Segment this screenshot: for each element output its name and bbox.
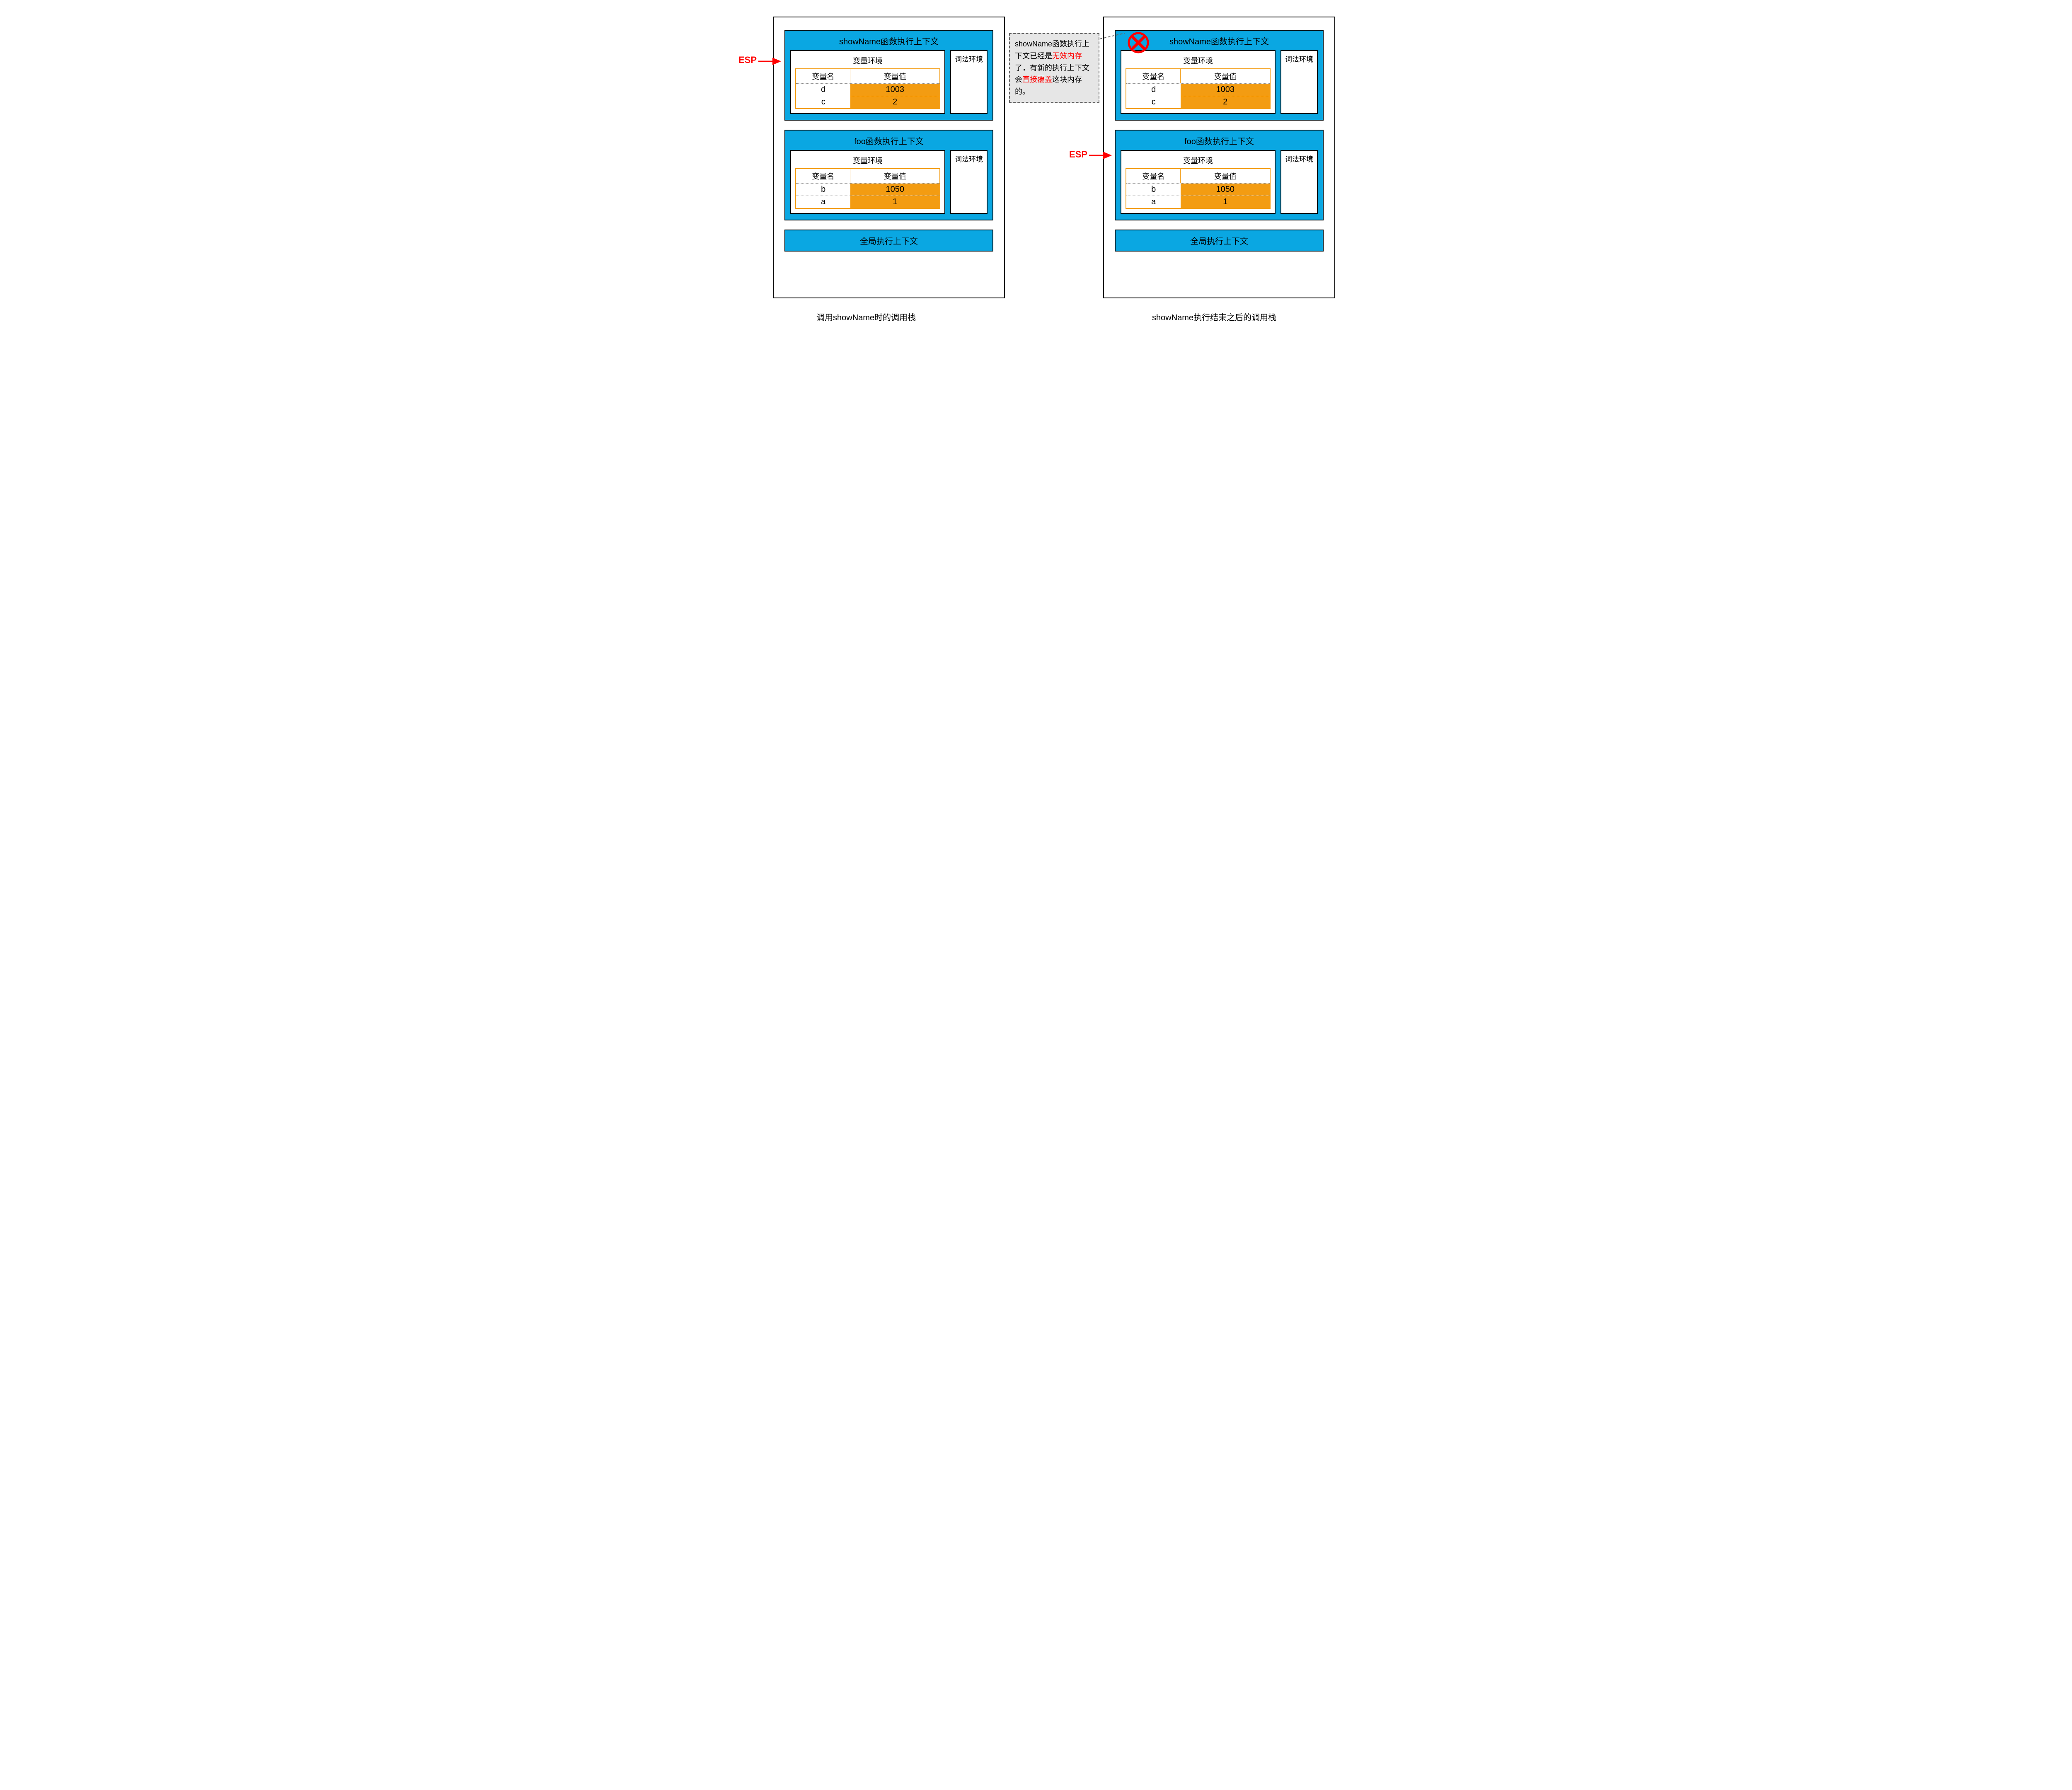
var-name-cell: c: [1126, 96, 1181, 108]
context-body: 变量环境 变量名 变量值 d 1003 c 2: [1121, 50, 1318, 114]
col-name: 变量名: [1126, 69, 1181, 83]
col-name: 变量名: [796, 69, 850, 83]
var-name-cell: d: [1126, 84, 1181, 96]
var-name-cell: b: [1126, 184, 1181, 196]
var-name-cell: a: [1126, 196, 1181, 208]
col-value: 变量值: [1181, 169, 1270, 183]
tooltip-seg4: 直接覆盖: [1022, 75, 1052, 84]
var-value-cell: 2: [850, 96, 939, 108]
global-context-bar: 全局执行上下文: [784, 230, 993, 252]
caption-right: showName执行结束之后的调用栈: [1152, 311, 1276, 323]
callstack-panel-right: showName函数执行上下文 变量环境 变量名 变量值 d 1003: [1103, 17, 1335, 298]
var-name-cell: c: [796, 96, 850, 108]
col-name: 变量名: [1126, 169, 1181, 183]
var-table: 变量名 变量值 d 1003 c 2: [1126, 68, 1271, 109]
context-title: showName函数执行上下文: [1121, 31, 1318, 50]
cross-icon: [1127, 31, 1150, 54]
context-title: foo函数执行上下文: [790, 131, 988, 150]
lexical-environment: 词法环境: [950, 150, 988, 214]
col-name: 变量名: [796, 169, 850, 183]
variable-environment: 变量环境 变量名 变量值 d 1003 c 2: [790, 50, 945, 114]
var-row: b 1050: [796, 183, 939, 196]
var-row: d 1003: [796, 83, 939, 96]
variable-environment: 变量环境 变量名 变量值 b 1050 a 1: [1121, 150, 1276, 214]
context-showname-left: showName函数执行上下文 变量环境 变量名 变量值 d 1003: [784, 30, 993, 121]
context-body: 变量环境 变量名 变量值 b 1050 a 1: [1121, 150, 1318, 214]
var-table-header: 变量名 变量值: [796, 69, 939, 83]
caption-left: 调用showName时的调用栈: [816, 311, 916, 323]
var-name-cell: d: [796, 84, 850, 96]
global-context-bar: 全局执行上下文: [1115, 230, 1324, 252]
variable-environment: 变量环境 变量名 变量值 b 1050 a 1: [790, 150, 945, 214]
context-title: showName函数执行上下文: [790, 31, 988, 50]
col-value: 变量值: [850, 169, 939, 183]
context-title: foo函数执行上下文: [1121, 131, 1318, 150]
var-name-cell: b: [796, 184, 850, 196]
var-env-title: 变量环境: [795, 154, 940, 168]
lexical-environment: 词法环境: [1280, 50, 1318, 114]
lexical-environment: 词法环境: [950, 50, 988, 114]
var-row: b 1050: [1126, 183, 1270, 196]
diagram-canvas: showName函数执行上下文 变量环境 变量名 变量值 d 1003: [733, 12, 1339, 331]
var-env-title: 变量环境: [795, 54, 940, 68]
var-table-header: 变量名 变量值: [796, 169, 939, 183]
context-body: 变量环境 变量名 变量值 b 1050 a 1: [790, 150, 988, 214]
context-foo-left: foo函数执行上下文 变量环境 变量名 变量值 b 1050: [784, 130, 993, 220]
var-table: 变量名 变量值 d 1003 c 2: [795, 68, 940, 109]
var-env-title: 变量环境: [1126, 54, 1271, 68]
col-value: 变量值: [850, 69, 939, 83]
var-table: 变量名 变量值 b 1050 a 1: [795, 168, 940, 209]
var-table-header: 变量名 变量值: [1126, 69, 1270, 83]
var-value-cell: 1050: [1181, 184, 1270, 196]
var-row: c 2: [796, 96, 939, 108]
lexical-environment: 词法环境: [1280, 150, 1318, 214]
tooltip-seg2: 无效内存: [1052, 52, 1082, 60]
context-foo-right: foo函数执行上下文 变量环境 变量名 变量值 b 1050: [1115, 130, 1324, 220]
var-table-header: 变量名 变量值: [1126, 169, 1270, 183]
variable-environment: 变量环境 变量名 变量值 d 1003 c 2: [1121, 50, 1276, 114]
var-value-cell: 1003: [850, 84, 939, 96]
var-value-cell: 1: [850, 196, 939, 208]
var-value-cell: 2: [1181, 96, 1270, 108]
context-body: 变量环境 变量名 变量值 d 1003 c 2: [790, 50, 988, 114]
callstack-panel-left: showName函数执行上下文 变量环境 变量名 变量值 d 1003: [773, 17, 1005, 298]
invalid-memory-tooltip: showName函数执行上下文已经是无效内存了，有新的执行上下文会直接覆盖这块内…: [1009, 33, 1099, 103]
var-value-cell: 1003: [1181, 84, 1270, 96]
var-name-cell: a: [796, 196, 850, 208]
var-row: d 1003: [1126, 83, 1270, 96]
esp-label-left: ESP: [738, 55, 757, 65]
var-row: a 1: [1126, 196, 1270, 208]
var-row: c 2: [1126, 96, 1270, 108]
var-env-title: 变量环境: [1126, 154, 1271, 168]
col-value: 变量值: [1181, 69, 1270, 83]
var-table: 变量名 变量值 b 1050 a 1: [1126, 168, 1271, 209]
var-value-cell: 1050: [850, 184, 939, 196]
var-row: a 1: [796, 196, 939, 208]
var-value-cell: 1: [1181, 196, 1270, 208]
esp-label-right: ESP: [1069, 149, 1087, 160]
